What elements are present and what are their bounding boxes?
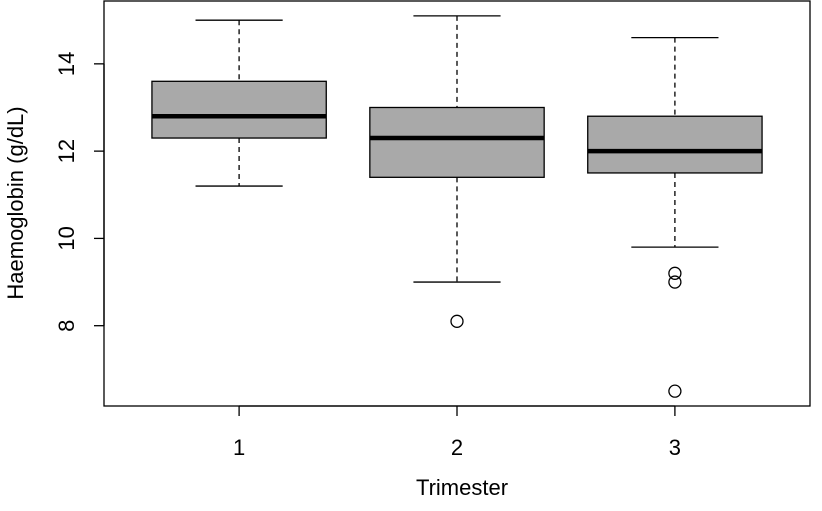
y-tick-label: 12 <box>54 139 79 163</box>
y-tick-label: 8 <box>54 320 79 332</box>
x-tick-label: 2 <box>451 435 463 460</box>
y-axis-label: Haemoglobin (g/dL) <box>3 106 28 299</box>
box <box>587 115 763 174</box>
outlier <box>668 384 682 398</box>
box <box>151 80 327 139</box>
box <box>369 106 545 178</box>
outlier <box>668 266 682 280</box>
outlier <box>668 275 682 289</box>
y-tick-label: 14 <box>54 52 79 76</box>
x-tick-label: 1 <box>233 435 245 460</box>
x-tick-label: 3 <box>669 435 681 460</box>
outlier <box>450 314 464 328</box>
x-axis-label: Trimester <box>416 475 508 500</box>
y-tick-label: 10 <box>54 226 79 250</box>
